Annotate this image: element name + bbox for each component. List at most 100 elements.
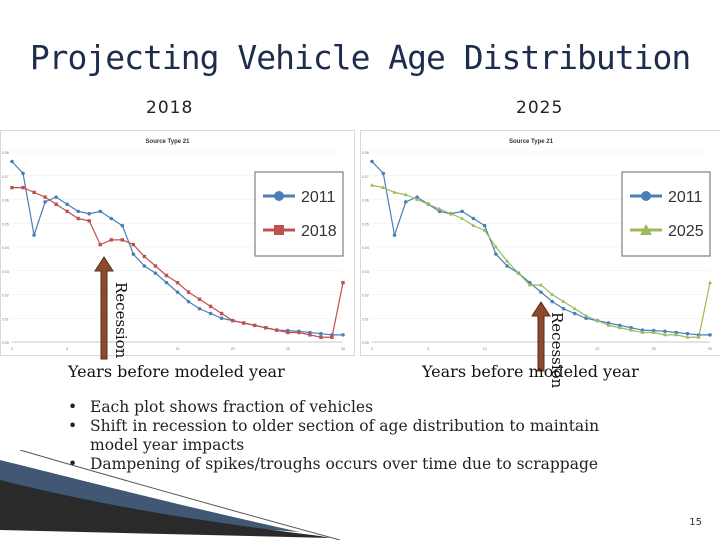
data-point-2018 — [164, 273, 169, 278]
data-point-2011 — [482, 223, 487, 228]
data-point-2018 — [319, 335, 323, 339]
data-point-2025 — [426, 202, 431, 206]
data-point-2018 — [10, 185, 14, 190]
data-point-2011 — [460, 209, 464, 214]
decorative-swoosh — [0, 450, 341, 540]
data-point-2025 — [685, 335, 690, 339]
data-point-2025 — [448, 211, 453, 216]
x-tick-label: 30 — [708, 347, 712, 351]
recession-arrow-right — [531, 301, 551, 372]
y-tick-label: 0.05 — [2, 222, 9, 226]
data-point-2018 — [242, 321, 246, 325]
data-point-2018 — [76, 216, 80, 221]
data-point-2011 — [43, 200, 47, 204]
data-point-2025 — [617, 325, 622, 330]
data-point-2025 — [696, 335, 701, 339]
bullet-item: Each plot shows fraction of vehicles — [68, 398, 628, 417]
data-point-2025 — [561, 299, 566, 304]
data-point-2025 — [539, 282, 543, 287]
data-point-2018 — [21, 185, 25, 190]
data-point-2011 — [21, 171, 25, 176]
data-point-2011 — [10, 159, 14, 164]
legend-label-2011: 2011 — [668, 189, 703, 206]
y-tick-label: 0.07 — [362, 175, 369, 179]
y-tick-label: 0.02 — [362, 294, 369, 298]
y-tick-label: 0.00 — [362, 341, 369, 345]
data-point-2018 — [253, 323, 257, 328]
data-point-2011 — [381, 171, 386, 176]
x-tick-label: 15 — [176, 347, 180, 351]
legend-marker-2018 — [274, 225, 284, 235]
data-point-2011 — [341, 333, 345, 337]
data-point-2018 — [208, 304, 213, 309]
data-point-2025 — [674, 332, 679, 337]
data-point-2025 — [403, 192, 408, 197]
y-tick-label: 0.01 — [2, 317, 9, 321]
data-point-2018 — [65, 209, 69, 214]
x-axis-label-2018: Years before modeled year — [68, 362, 285, 381]
x-tick-label: 25 — [652, 347, 656, 351]
data-point-2011 — [32, 233, 36, 237]
x-tick-label: 0 — [371, 347, 373, 351]
data-point-2011 — [76, 209, 80, 214]
data-point-2011 — [640, 328, 645, 332]
x-tick-label: 20 — [595, 347, 599, 351]
legend-label-2018: 2018 — [301, 223, 337, 240]
legend-label-2011: 2011 — [301, 189, 336, 206]
data-point-2025 — [640, 330, 645, 334]
y-tick-label: 0.04 — [2, 246, 9, 250]
data-point-2018 — [297, 330, 301, 335]
y-tick-label: 0.04 — [362, 246, 369, 250]
y-tick-label: 0.05 — [362, 222, 369, 226]
legend-marker-2025 — [640, 224, 652, 235]
data-point-2018 — [98, 242, 102, 247]
legend-marker-2011 — [274, 191, 284, 201]
data-point-2018 — [308, 333, 312, 337]
data-point-2011 — [539, 290, 543, 294]
data-point-2025 — [629, 327, 634, 332]
data-point-2011 — [437, 209, 442, 214]
data-point-2018 — [54, 202, 58, 206]
data-point-2025 — [482, 228, 487, 232]
data-point-2011 — [142, 264, 147, 268]
bullet-item: Shift in recession to older section of a… — [68, 417, 628, 455]
data-point-2011 — [674, 330, 678, 335]
chart-title: Source Type 21 — [509, 139, 554, 145]
data-point-2025 — [651, 330, 656, 334]
data-point-2011 — [494, 252, 498, 256]
data-point-2011 — [153, 271, 158, 275]
data-point-2011 — [618, 323, 622, 328]
data-point-2018 — [32, 190, 36, 195]
data-point-2025 — [460, 216, 465, 220]
data-point-2025 — [505, 259, 510, 263]
data-point-2025 — [708, 280, 712, 285]
y-tick-label: 0.06 — [2, 199, 9, 203]
recession-label-left: Recession — [112, 282, 130, 359]
data-point-2018 — [87, 219, 91, 223]
chart-title: Source Type 21 — [146, 139, 191, 145]
slide-title: Projecting Vehicle Age Distribution — [29, 38, 691, 77]
data-point-2025 — [584, 313, 589, 318]
data-point-2011 — [561, 306, 566, 311]
data-point-2025 — [527, 282, 532, 287]
data-point-2025 — [606, 323, 611, 327]
data-point-2018 — [264, 326, 268, 330]
data-point-2011 — [319, 331, 323, 336]
data-point-2011 — [573, 311, 577, 316]
recession-arrow-left — [94, 256, 114, 360]
data-point-2018 — [43, 195, 47, 199]
data-point-2011 — [685, 331, 690, 336]
data-point-2011 — [663, 329, 667, 334]
data-point-2011 — [120, 223, 125, 228]
data-point-2018 — [286, 330, 290, 335]
data-point-2018 — [131, 242, 136, 247]
data-point-2011 — [404, 200, 408, 204]
data-point-2011 — [606, 321, 611, 325]
data-point-2011 — [164, 280, 169, 285]
data-point-2025 — [392, 190, 397, 194]
bullet-list: Each plot shows fraction of vehicles Shi… — [68, 398, 628, 474]
data-point-2011 — [186, 299, 191, 304]
legend-box — [621, 171, 711, 257]
data-point-2018 — [142, 254, 147, 259]
data-point-2011 — [131, 252, 136, 256]
